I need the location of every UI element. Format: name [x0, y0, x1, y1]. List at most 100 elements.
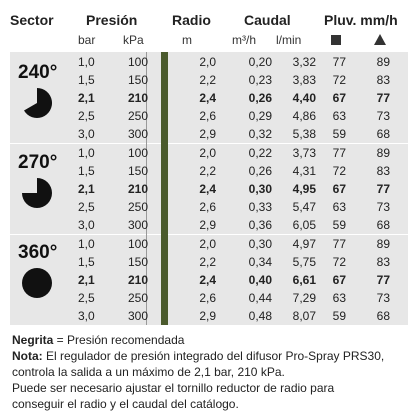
sector-240-icon	[24, 88, 52, 118]
cell-caudal-m3h: 0,36	[248, 218, 272, 232]
sector-block-240	[10, 52, 408, 143]
cell-kpa: 250	[127, 291, 148, 305]
cell-bar: 2,5	[78, 200, 95, 214]
unit-bar: bar	[78, 33, 96, 47]
cell-caudal-lmin: 4,95	[292, 182, 316, 196]
header-pluviometry: Pluv. mm/h	[324, 12, 398, 28]
cell-kpa: 300	[127, 309, 148, 323]
cell-pluv-triangle: 73	[376, 109, 390, 123]
cell-pluv-triangle: 83	[376, 255, 390, 269]
note-text: = Presión recomendada	[53, 333, 185, 347]
cell-caudal-m3h: 0,33	[248, 200, 272, 214]
cell-bar: 1,0	[78, 55, 95, 69]
cell-caudal-lmin: 6,05	[292, 218, 316, 232]
cell-pluv-square: 63	[332, 200, 346, 214]
cell-kpa: 100	[127, 146, 148, 160]
square-icon	[331, 35, 341, 45]
table-row: 1,0 100 2,0 0,20 3,32 77 89	[0, 53, 416, 71]
cell-bar: 1,0	[78, 237, 95, 251]
cell-bar: 2,1	[78, 273, 95, 287]
sector-label: 270°	[18, 152, 58, 173]
cell-pluv-triangle: 83	[376, 73, 390, 87]
unit-m: m	[182, 33, 192, 47]
cell-pluv-triangle: 77	[376, 273, 390, 287]
note-text: controla la salida a un máximo de 2,1 ba…	[12, 365, 285, 379]
column-accent-bar	[161, 52, 168, 325]
cell-pluv-square: 77	[332, 237, 346, 251]
table-row: 2,5 250 2,6 0,44 7,29 63 73	[0, 289, 416, 307]
cell-kpa: 100	[127, 237, 148, 251]
cell-caudal-lmin: 4,86	[292, 109, 316, 123]
cell-pluv-triangle: 68	[376, 127, 390, 141]
header-sector: Sector	[10, 12, 54, 28]
cell-radio: 2,6	[199, 200, 216, 214]
cell-radio: 2,0	[199, 237, 216, 251]
cell-caudal-m3h: 0,23	[248, 73, 272, 87]
cell-caudal-lmin: 6,61	[292, 273, 316, 287]
cell-caudal-m3h: 0,29	[248, 109, 272, 123]
table-row: 2,1 210 2,4 0,40 6,61 67 77	[0, 271, 416, 289]
table-row: 3,0 300 2,9 0,48 8,07 59 68	[0, 307, 416, 325]
cell-radio: 2,0	[199, 55, 216, 69]
cell-pluv-triangle: 73	[376, 291, 390, 305]
cell-kpa: 150	[127, 73, 148, 87]
sector-block-270	[10, 143, 408, 234]
table-row: 2,1 210 2,4 0,30 4,95 67 77	[0, 180, 416, 198]
cell-pluv-triangle: 89	[376, 55, 390, 69]
cell-pluv-square: 77	[332, 55, 346, 69]
cell-bar: 1,0	[78, 146, 95, 160]
cell-kpa: 210	[127, 273, 148, 287]
cell-radio: 2,4	[199, 182, 216, 196]
cell-kpa: 250	[127, 109, 148, 123]
cell-pluv-square: 59	[332, 309, 346, 323]
cell-caudal-lmin: 5,47	[292, 200, 316, 214]
cell-caudal-m3h: 0,26	[248, 164, 272, 178]
table-row: 3,0 300 2,9 0,32 5,38 59 68	[0, 125, 416, 143]
cell-kpa: 150	[127, 255, 148, 269]
cell-caudal-lmin: 3,83	[292, 73, 316, 87]
cell-bar: 3,0	[78, 218, 95, 232]
cell-kpa: 300	[127, 218, 148, 232]
cell-caudal-m3h: 0,34	[248, 255, 272, 269]
table-row: 1,0 100 2,0 0,30 4,97 77 89	[0, 235, 416, 253]
note-text: Puede ser necesario ajustar el tornillo …	[12, 381, 335, 395]
cell-caudal-lmin: 7,29	[292, 291, 316, 305]
cell-kpa: 100	[127, 55, 148, 69]
cell-bar: 3,0	[78, 127, 95, 141]
cell-pluv-triangle: 73	[376, 200, 390, 214]
cell-pluv-square: 63	[332, 291, 346, 305]
cell-caudal-m3h: 0,40	[248, 273, 272, 287]
cell-radio: 2,4	[199, 273, 216, 287]
header-radio: Radio	[172, 12, 211, 28]
table-row: 2,5 250 2,6 0,33 5,47 63 73	[0, 198, 416, 216]
cell-kpa: 150	[127, 164, 148, 178]
cell-pluv-square: 67	[332, 182, 346, 196]
table-row: 1,0 100 2,0 0,22 3,73 77 89	[0, 144, 416, 162]
table-row: 2,5 250 2,6 0,29 4,86 63 73	[0, 107, 416, 125]
cell-caudal-m3h: 0,26	[248, 91, 272, 105]
header-presion: Presión	[86, 12, 138, 28]
cell-caudal-lmin: 3,73	[292, 146, 316, 160]
sector-label: 360°	[18, 242, 58, 263]
cell-caudal-m3h: 0,48	[248, 309, 272, 323]
cell-caudal-m3h: 0,30	[248, 237, 272, 251]
sector-270-icon	[22, 178, 52, 208]
table-row: 1,5 150 2,2 0,34 5,75 72 83	[0, 253, 416, 271]
cell-caudal-m3h: 0,20	[248, 55, 272, 69]
unit-lmin: l/min	[276, 33, 302, 47]
cell-caudal-lmin: 3,32	[292, 55, 316, 69]
cell-pluv-square: 77	[332, 146, 346, 160]
cell-pluv-square: 63	[332, 109, 346, 123]
table-row: 3,0 300 2,9 0,36 6,05 59 68	[0, 216, 416, 234]
cell-caudal-lmin: 4,31	[292, 164, 316, 178]
cell-bar: 2,1	[78, 91, 95, 105]
note-text: El regulador de presión integrado del di…	[42, 349, 385, 363]
cell-radio: 2,4	[199, 91, 216, 105]
cell-pluv-square: 72	[332, 164, 346, 178]
cell-kpa: 210	[127, 182, 148, 196]
note-recommended: Negrita = Presión recomendada	[12, 332, 184, 348]
cell-pluv-square: 67	[332, 91, 346, 105]
cell-radio: 2,2	[199, 255, 216, 269]
column-divider	[146, 52, 147, 325]
cell-bar: 2,1	[78, 182, 95, 196]
